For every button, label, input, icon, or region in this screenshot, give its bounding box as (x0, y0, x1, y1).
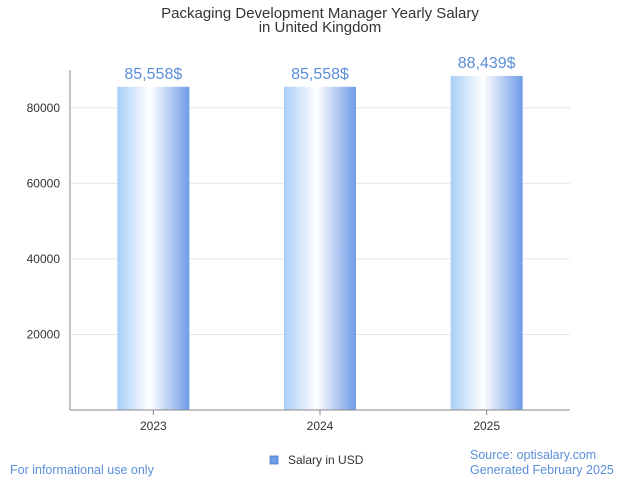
bar-2024 (284, 86, 356, 411)
footer-generated: Generated February 2025 (470, 463, 614, 477)
x-tick-label-2024: 2024 (307, 419, 334, 433)
axes (69, 70, 570, 415)
bar-value-label-2025: 88,439$ (458, 55, 516, 72)
bar-2025 (450, 75, 523, 411)
y-tick-label: 20000 (27, 327, 61, 341)
data-labels: 85,558$ 85,558$ 88,439$ (124, 55, 515, 83)
y-tick-label: 60000 (27, 176, 61, 190)
bar-value-label-2024: 85,558$ (291, 66, 349, 83)
tick-labels: 20000 40000 60000 80000 2023 2024 2025 (27, 101, 501, 433)
y-tick-label: 80000 (27, 101, 61, 115)
chart-title-line-2: in United Kingdom (259, 19, 382, 36)
footer-source: Source: optisalary.com (470, 448, 596, 462)
x-tick-label-2025: 2025 (473, 419, 500, 433)
footer-disclaimer: For informational use only (10, 463, 155, 477)
legend-swatch (269, 455, 279, 465)
bar-2023 (117, 86, 190, 411)
legend-label: Salary in USD (288, 453, 364, 467)
legend: Salary in USD (269, 453, 364, 467)
chart-title: Packaging Development Manager Yearly Sal… (161, 5, 479, 36)
chart-title-line-1: Packaging Development Manager Yearly Sal… (161, 5, 479, 22)
x-tick-label-2023: 2023 (140, 419, 167, 433)
bar-value-label-2023: 85,558$ (124, 66, 182, 83)
y-tick-label: 40000 (27, 252, 61, 266)
bars (117, 75, 523, 411)
